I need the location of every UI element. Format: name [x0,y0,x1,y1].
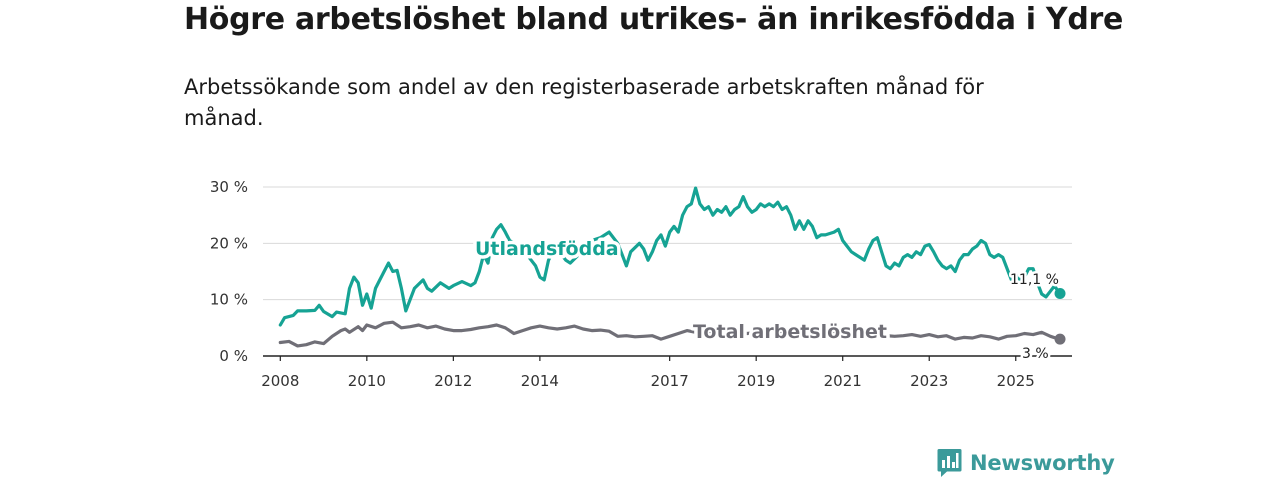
chart-title: Högre arbetslöshet bland utrikes- än inr… [184,2,1124,37]
series-lines [278,186,1066,348]
end-value-label-utlandsf-dda: 11,1 % [1010,272,1059,288]
end-value-halo: 3 % [1022,346,1049,362]
y-tick-label: 30 % [210,178,248,196]
x-tick-label: 2021 [824,372,862,390]
newsworthy-logo: Newsworthy [937,448,1115,478]
series-label-utlandsf-dda: Utlandsfödda [475,238,619,260]
end-value-halo: 11,1 % [1010,272,1059,288]
series-line-total-arbetsl-shet [278,320,1061,348]
series-label-halo: Utlandsfödda [475,238,619,260]
series-end-point-total-arbetsl-shet [1054,333,1066,345]
x-tick-label: 2014 [521,372,559,390]
series-end-point-utlandsf-dda [1054,287,1066,299]
x-tick-label: 2008 [261,372,299,390]
y-tick-label: 0 % [219,347,248,365]
series-line-utlandsf-dda [278,186,1061,327]
x-tick-label: 2012 [434,372,472,390]
x-tick-label: 2019 [737,372,775,390]
series-label-total-arbetsl-shet: Total arbetslöshet [693,321,887,343]
series-label-halo: Total arbetslöshet [693,321,887,343]
x-tick-label: 2010 [348,372,386,390]
y-tick-label: 20 % [210,234,248,252]
x-tick-label: 2023 [910,372,948,390]
chart-subtitle: Arbetssökande som andel av den registerb… [184,75,984,130]
gridlines [263,186,1072,357]
end-value-label-total-arbetsl-shet: 3 % [1022,346,1049,362]
x-axis-ticks: 2008 2010 2012 2014 2017 2019 2021 2023 2025 [261,356,1035,390]
x-tick-label: 2025 [997,372,1035,390]
x-tick-label: 2017 [651,372,689,390]
newsworthy-logo-icon [937,449,962,477]
newsworthy-logo-text: Newsworthy [970,451,1115,475]
y-axis-ticks: 0 % 10 % 20 % 30 % [210,178,248,365]
y-tick-label: 10 % [210,291,248,309]
